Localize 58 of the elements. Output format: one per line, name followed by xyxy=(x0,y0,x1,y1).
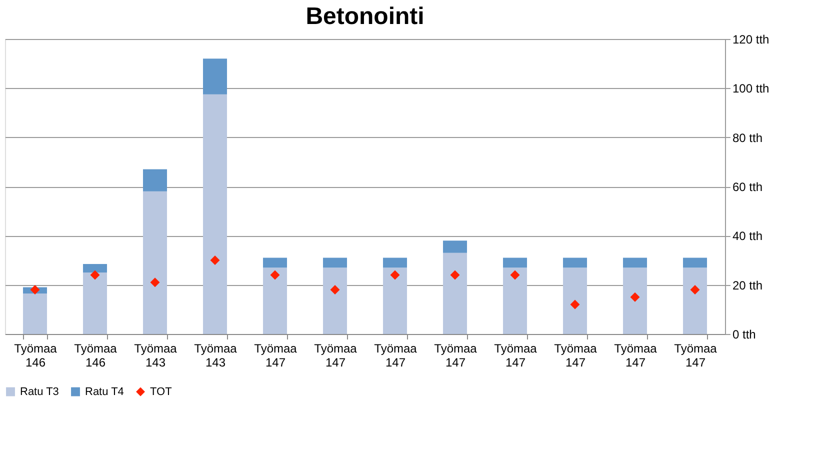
x-tick-label: Työmaa 143 xyxy=(134,342,178,370)
x-tick-label: Työmaa 146 xyxy=(14,342,58,370)
x-tick-label: Työmaa 147 xyxy=(374,342,418,370)
x-tick-label: Työmaa 143 xyxy=(194,342,238,370)
chart-title: Betonointi xyxy=(306,3,424,30)
point xyxy=(270,270,280,280)
legend-label: Ratu T3 xyxy=(20,386,59,398)
point xyxy=(510,270,520,280)
bar xyxy=(503,268,527,334)
y-tick-label: 100 tth xyxy=(732,82,770,96)
bar xyxy=(203,94,227,334)
bar xyxy=(383,258,407,268)
bar xyxy=(563,268,587,334)
y-tick-label: 40 tth xyxy=(732,229,763,244)
bar xyxy=(503,258,527,268)
y-tick-label: 20 tth xyxy=(732,278,763,292)
point xyxy=(570,300,580,310)
legend-label: Ratu T4 xyxy=(85,386,124,398)
x-tick-label: Työmaa 147 xyxy=(614,342,658,370)
bar xyxy=(143,191,167,334)
y-tick-label: 0 tth xyxy=(732,328,756,342)
point xyxy=(90,270,100,280)
bar xyxy=(323,268,347,334)
bar xyxy=(623,258,647,268)
bar xyxy=(623,268,647,334)
point xyxy=(330,285,340,294)
point xyxy=(630,292,640,302)
bar xyxy=(683,268,707,334)
bar xyxy=(383,268,407,334)
legend-label: TOT xyxy=(150,386,172,398)
bar xyxy=(443,252,467,334)
bar xyxy=(203,58,227,94)
bar xyxy=(83,272,107,334)
bar xyxy=(83,264,107,273)
y-tick-label: 120 tth xyxy=(732,32,770,46)
y-tick-label: 60 tth xyxy=(732,180,763,194)
point xyxy=(450,270,460,280)
bar xyxy=(23,293,47,334)
x-tick-label: Työmaa 147 xyxy=(434,342,478,370)
x-tick-label: Työmaa 146 xyxy=(74,342,118,370)
point xyxy=(150,278,160,288)
y-tick-label: 80 tth xyxy=(732,130,763,145)
point xyxy=(30,285,40,294)
bar xyxy=(323,258,347,268)
bar xyxy=(263,258,287,268)
bar xyxy=(683,258,707,268)
point xyxy=(390,270,400,280)
x-tick-label: Työmaa 147 xyxy=(254,342,298,370)
point xyxy=(690,285,700,294)
bar xyxy=(563,258,587,268)
bar xyxy=(443,240,467,253)
point xyxy=(210,256,220,265)
bar xyxy=(143,169,167,192)
x-tick-label: Työmaa 147 xyxy=(494,342,538,370)
x-tick-label: Työmaa 147 xyxy=(314,342,358,370)
bar xyxy=(263,268,287,334)
x-tick-label: Työmaa 147 xyxy=(674,342,718,370)
x-tick-label: Työmaa 147 xyxy=(554,342,598,370)
